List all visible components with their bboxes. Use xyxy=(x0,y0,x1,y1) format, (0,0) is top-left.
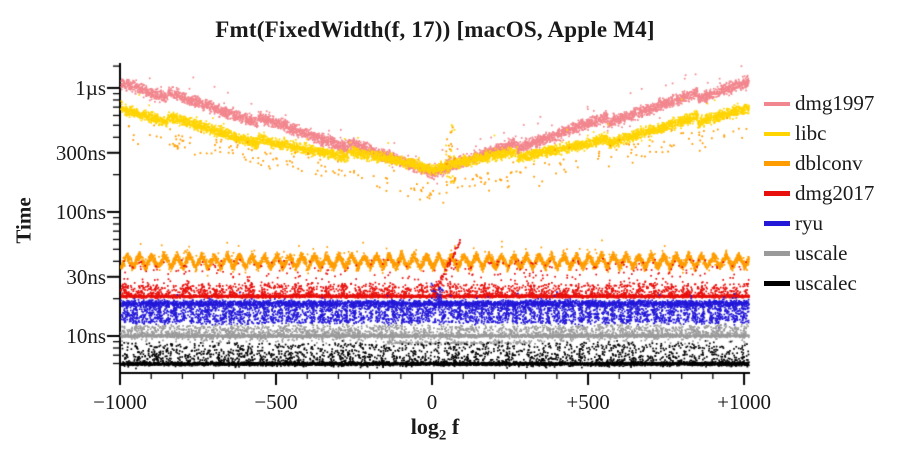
legend-swatch-dblconv xyxy=(764,161,790,167)
y-tick-label-100ns: 100ns xyxy=(55,199,106,224)
x-tick-label-pos1000: +1000 xyxy=(717,390,771,414)
legend-swatch-uscale xyxy=(764,251,790,256)
legend-swatch-ryu xyxy=(764,221,790,226)
legend-swatch-uscalec xyxy=(764,280,790,286)
y-tick-label-1us: 1µs xyxy=(75,75,106,100)
legend-item-uscale: uscale xyxy=(764,238,874,268)
legend-item-ryu: ryu xyxy=(764,209,874,239)
legend-swatch-dmg2017 xyxy=(764,191,790,196)
legend-item-dmg2017: dmg2017 xyxy=(764,179,874,209)
legend: dmg1997 libc dblconv dmg2017 ryu uscale … xyxy=(764,89,874,298)
x-axis-label-base: log xyxy=(410,414,439,439)
legend-item-dmg1997: dmg1997 xyxy=(764,89,874,119)
legend-swatch-dmg1997 xyxy=(764,101,790,107)
x-axis-label: log2 f xyxy=(120,414,750,444)
legend-label-dmg1997: dmg1997 xyxy=(795,91,875,116)
legend-label-ryu: ryu xyxy=(795,211,823,235)
plot-title: Fmt(FixedWidth(f, 17)) [macOS, Apple M4] xyxy=(215,17,655,42)
legend-item-uscalec: uscalec xyxy=(764,268,874,298)
x-tick-label-zero: 0 xyxy=(426,390,438,414)
legend-label-uscalec: uscalec xyxy=(795,270,857,295)
y-tick-label-10ns: 10ns xyxy=(66,323,106,348)
legend-label-dblconv: dblconv xyxy=(795,151,863,176)
x-axis-label-sub: 2 xyxy=(438,427,447,444)
y-tick-label-300ns: 300ns xyxy=(55,140,106,165)
x-tick-label-neg500: −500 xyxy=(254,390,298,414)
x-axis-label-rest: f xyxy=(446,414,460,439)
legend-swatch-libc xyxy=(764,131,790,137)
legend-item-dblconv: dblconv xyxy=(764,149,874,179)
legend-label-dmg2017: dmg2017 xyxy=(795,181,875,206)
x-tick-label-pos500: +500 xyxy=(566,390,610,414)
legend-label-libc: libc xyxy=(795,121,827,146)
x-tick-label-neg1000: −1000 xyxy=(93,390,147,414)
y-tick-label-30ns: 30ns xyxy=(66,264,106,289)
legend-item-libc: libc xyxy=(764,119,874,149)
legend-label-uscale: uscale xyxy=(795,240,848,265)
